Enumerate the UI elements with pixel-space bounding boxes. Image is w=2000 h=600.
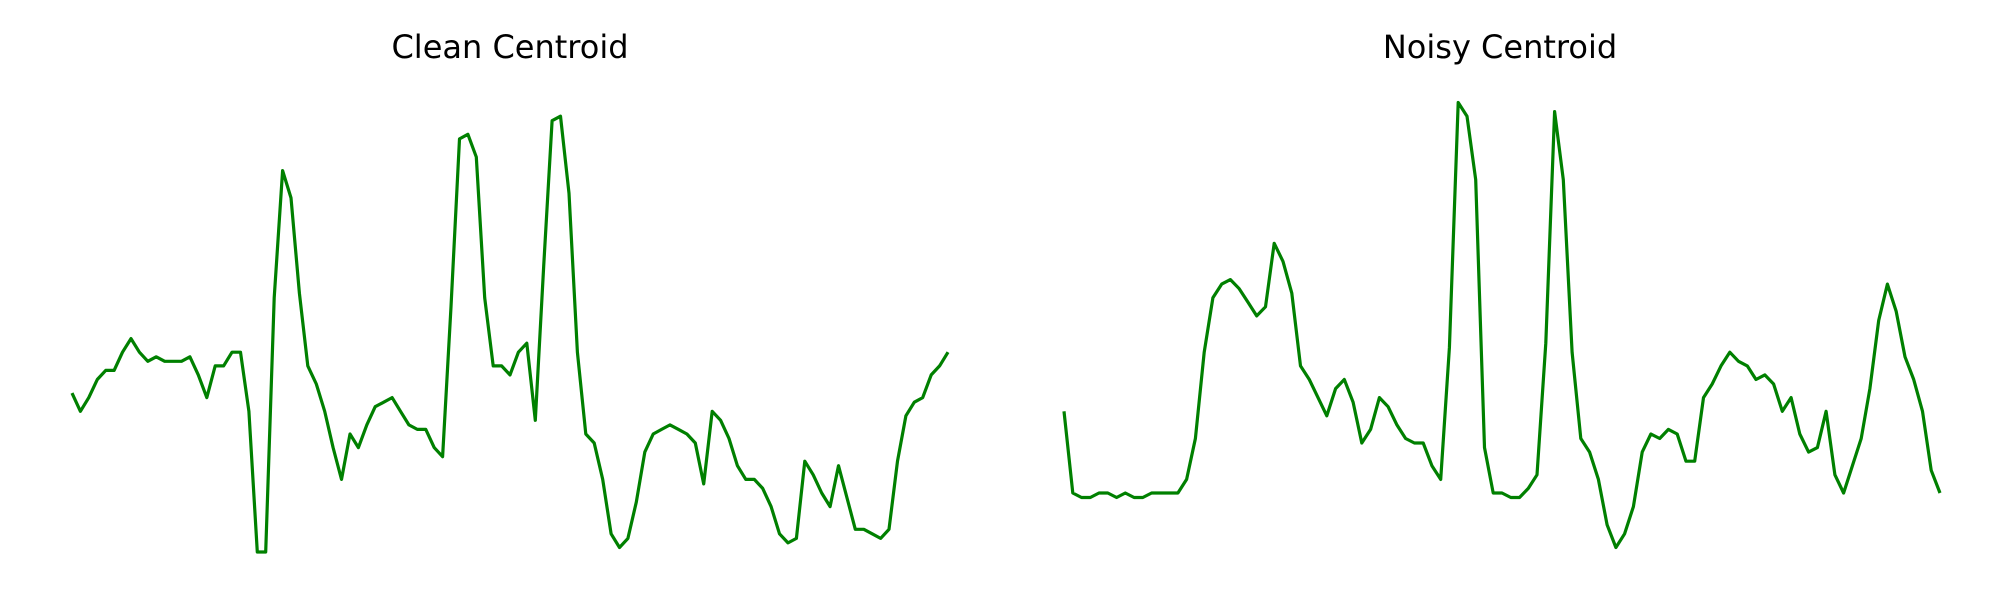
clean-centroid-title: Clean Centroid xyxy=(391,28,628,66)
clean-centroid-panel: Clean Centroid xyxy=(70,28,950,554)
noisy-centroid-line xyxy=(1062,100,1942,550)
noisy-centroid-panel: Noisy Centroid xyxy=(1062,28,1942,550)
noisy-centroid-title: Noisy Centroid xyxy=(1383,28,1617,66)
clean-centroid-line xyxy=(70,114,950,554)
